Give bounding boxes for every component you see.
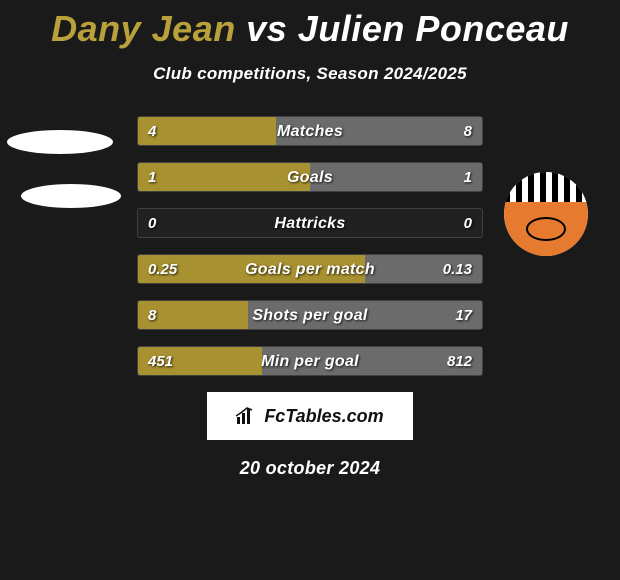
- placeholder-ellipse-icon: [21, 184, 121, 208]
- stat-rows: 48Matches 11Goals 00Hattricks 0.250.13Goals…: [137, 116, 483, 376]
- stat-row: 451812Min per goal: [137, 346, 483, 376]
- player2-badge: [500, 166, 610, 276]
- vs-text: vs: [246, 8, 287, 49]
- stat-label: Min per goal: [138, 347, 482, 376]
- stat-row: 48Matches: [137, 116, 483, 146]
- crest-body: [504, 202, 588, 256]
- subtitle: Club competitions, Season 2024/2025: [0, 64, 620, 84]
- club-crest-icon: [504, 172, 588, 256]
- player1-name: Dany Jean: [51, 8, 236, 49]
- chart-area: 48Matches 11Goals 00Hattricks 0.250.13Goals…: [0, 116, 620, 376]
- date-text: 20 october 2024: [0, 458, 620, 479]
- stat-row: 00Hattricks: [137, 208, 483, 238]
- chart-icon: [236, 407, 258, 425]
- placeholder-ellipse-icon: [7, 130, 113, 154]
- stat-label: Hattricks: [138, 209, 482, 238]
- crest-stripes: [504, 172, 588, 202]
- player1-badge: [0, 166, 110, 276]
- crest-fish-icon: [526, 217, 566, 241]
- watermark: FcTables.com: [207, 392, 413, 440]
- comparison-title: Dany Jean vs Julien Ponceau: [0, 0, 620, 50]
- stat-label: Matches: [138, 117, 482, 146]
- stat-row: 817Shots per goal: [137, 300, 483, 330]
- stat-row: 0.250.13Goals per match: [137, 254, 483, 284]
- stat-label: Goals per match: [138, 255, 482, 284]
- watermark-text: FcTables.com: [264, 406, 383, 427]
- stat-label: Goals: [138, 163, 482, 192]
- stat-row: 11Goals: [137, 162, 483, 192]
- stat-label: Shots per goal: [138, 301, 482, 330]
- player2-name: Julien Ponceau: [298, 8, 569, 49]
